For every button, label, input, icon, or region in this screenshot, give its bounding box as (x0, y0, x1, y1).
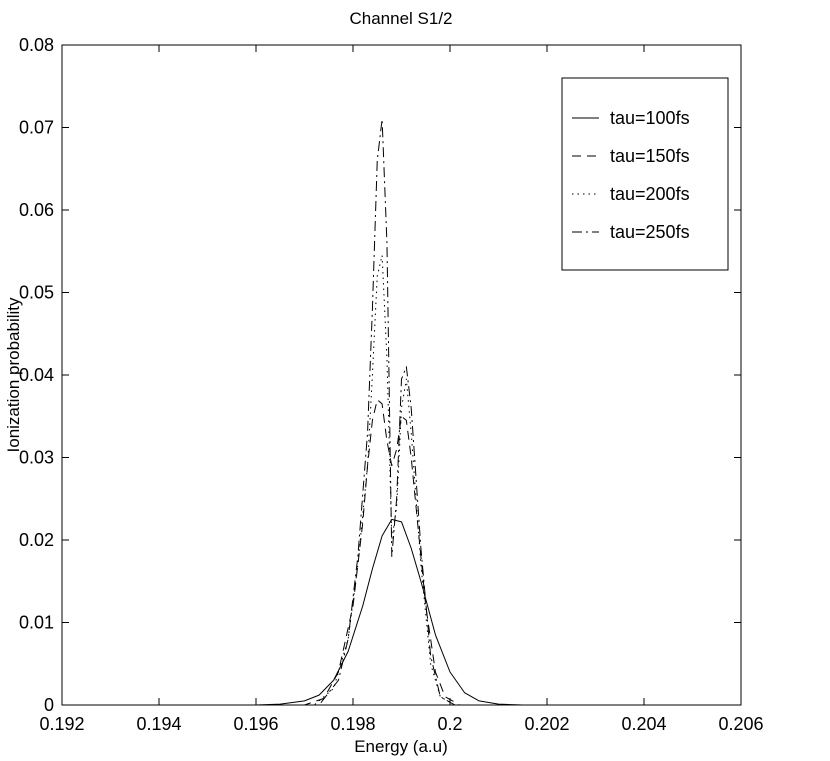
x-tick-label: 0.202 (524, 714, 569, 734)
y-tick-label: 0.06 (19, 200, 54, 220)
x-tick-label: 0.194 (136, 714, 181, 734)
axis-ticks: 0.192 0.194 0.196 0.198 0.2 0.202 0.204 0.206 0 0… (19, 35, 764, 734)
y-tick-label: 0.07 (19, 118, 54, 138)
x-tick-label: 0.198 (330, 714, 375, 734)
x-tick-label: 0.196 (233, 714, 278, 734)
y-axis-title: Ionization probability (4, 297, 23, 452)
y-tick-label: 0.04 (19, 365, 54, 385)
y-tick-label: 0.08 (19, 35, 54, 55)
legend-label: tau=250fs (610, 222, 690, 242)
x-axis-title: Energy (a.u) (354, 737, 448, 756)
x-tick-label: 0.2 (437, 714, 462, 734)
series-line-tau=250fs (62, 118, 741, 706)
y-tick-label: 0 (44, 695, 54, 715)
y-tick-label: 0.02 (19, 530, 54, 550)
chart-title: Channel S1/2 (349, 9, 452, 28)
series-lines (62, 118, 741, 706)
legend-label: tau=150fs (610, 146, 690, 166)
series-line-tau=100fs (62, 518, 741, 706)
y-tick-label: 0.01 (19, 613, 54, 633)
x-tick-label: 0.206 (718, 714, 763, 734)
legend-label: tau=100fs (610, 108, 690, 128)
legend-box (561, 77, 729, 271)
y-tick-label: 0.05 (19, 283, 54, 303)
legend-label: tau=200fs (610, 184, 690, 204)
x-tick-label: 0.192 (39, 714, 84, 734)
y-tick-label: 0.03 (19, 448, 54, 468)
legend: tau=100fs tau=150fs tau=200fs tau=250fs (561, 77, 729, 271)
x-tick-label: 0.204 (621, 714, 666, 734)
